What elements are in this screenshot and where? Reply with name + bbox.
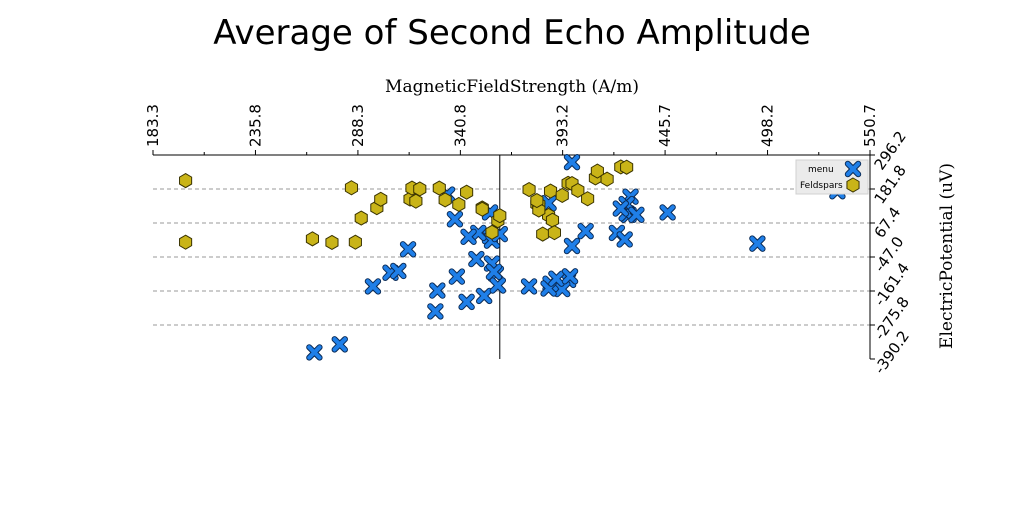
- menu-point: [548, 270, 565, 287]
- menu-point: [554, 280, 571, 298]
- menu-point: [429, 282, 446, 299]
- feldspars-point: [493, 208, 507, 224]
- feldspars-point: [547, 225, 561, 241]
- menu-point: [364, 278, 382, 295]
- menu-point: [659, 204, 676, 221]
- x-tick-label: 445.7: [656, 104, 674, 147]
- x-axis-label: MagneticFieldStrength (A/m): [385, 77, 639, 97]
- legend-label-menu: menu: [808, 165, 834, 175]
- menu-point: [458, 293, 475, 311]
- feldspars-point: [374, 191, 388, 207]
- y-axis-label: ElectricPotential (uV): [937, 163, 957, 349]
- feldspars-point: [460, 184, 474, 200]
- x-tick-label: 235.8: [246, 104, 264, 147]
- menu-point: [612, 200, 629, 217]
- menu-point: [628, 206, 645, 223]
- feldspars-point: [432, 180, 446, 196]
- feldspars-point: [485, 224, 499, 240]
- feldspars-point: [536, 226, 550, 242]
- feldspars-point: [590, 163, 604, 179]
- menu-point: [460, 228, 477, 245]
- x-tick-label: 393.2: [554, 104, 572, 147]
- feldspars-point: [555, 187, 569, 204]
- x-tick-label: 340.8: [451, 104, 469, 147]
- grid-lines: [153, 188, 870, 326]
- legend-label-feldspars: Feldspars: [800, 181, 843, 191]
- menu-point: [563, 237, 581, 255]
- tick-labels: 183.3 235.8 288.3 340.8 393.2 445.7 498.2 550.7…: [144, 104, 913, 377]
- feldspars-point: [530, 192, 544, 209]
- x-tick-label: 183.3: [144, 104, 162, 147]
- feldspars-point: [305, 231, 319, 247]
- x-tick-label: 498.2: [759, 104, 777, 147]
- feldspars-point: [354, 210, 368, 226]
- y-tick-label: 181.8: [871, 162, 910, 208]
- feldspars-point: [438, 192, 452, 208]
- y-tick-label: 67.4: [871, 204, 905, 242]
- menu-point: [485, 263, 503, 281]
- feldspars-point: [179, 234, 193, 250]
- feldspars-point: [348, 234, 362, 250]
- feldspars-point: [409, 193, 423, 209]
- menu-point: [749, 235, 766, 252]
- feldspars-point: [522, 181, 536, 198]
- menu-point: [616, 231, 633, 248]
- x-tick-label: 288.3: [349, 104, 367, 147]
- menu-point: [563, 153, 581, 171]
- feldspars-point: [600, 171, 614, 187]
- menu-point: [468, 250, 485, 268]
- menu-point: [475, 287, 493, 305]
- feldspars-point: [344, 180, 359, 196]
- feldspars-point: [543, 183, 558, 199]
- x-tick-label: 550.7: [861, 104, 879, 147]
- feldspars-point: [581, 191, 595, 207]
- feldspars-point: [620, 159, 634, 175]
- feldspars-point: [571, 182, 585, 199]
- feldspars-point: [545, 212, 560, 228]
- menu-point: [427, 303, 444, 320]
- menu-point: [489, 277, 507, 294]
- feldspars-point: [325, 234, 339, 251]
- feldspars-point: [475, 201, 489, 217]
- menu-point: [399, 241, 417, 258]
- legend-marker-feldspars: [846, 177, 860, 193]
- menu-point: [446, 211, 464, 228]
- menu-point: [390, 262, 407, 280]
- menu-point: [561, 268, 579, 285]
- menu-point: [448, 268, 466, 285]
- legend-marker-menu: [844, 160, 862, 178]
- menu-point: [306, 344, 323, 361]
- chart-title: Average of Second Echo Amplitude: [213, 13, 811, 53]
- feldspars-point: [452, 196, 466, 212]
- menu-point: [577, 222, 594, 240]
- menu-point: [520, 278, 538, 295]
- feldspars-point: [179, 173, 193, 189]
- menu-point: [331, 336, 348, 353]
- legend: menu Feldspars: [795, 159, 869, 195]
